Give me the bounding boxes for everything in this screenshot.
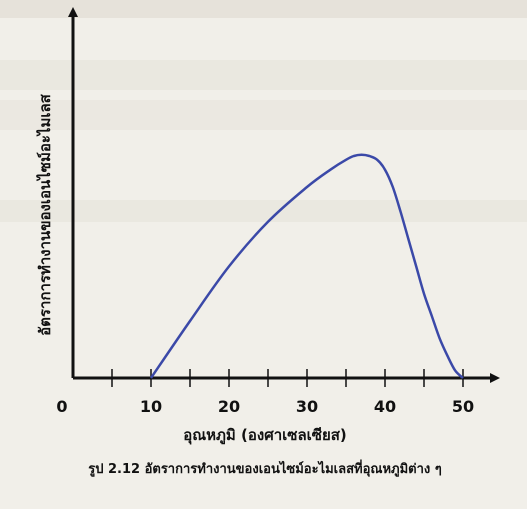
data-point — [438, 337, 440, 339]
x-tick-label: 30 — [296, 397, 318, 416]
data-point — [384, 169, 386, 171]
data-point — [376, 159, 378, 161]
x-tick-label: 20 — [218, 397, 240, 416]
data-point — [431, 315, 433, 317]
data-point — [454, 369, 456, 371]
data-point — [329, 169, 331, 171]
figure-caption: รูป 2.12 อัตราการทำงานของเอนไซม์อะไมเลสท… — [88, 459, 442, 477]
x-tick-label: 10 — [140, 397, 162, 416]
data-point — [189, 320, 191, 322]
data-point — [368, 155, 370, 157]
data-point — [345, 159, 347, 161]
axes — [68, 7, 500, 383]
x-tick-labels: 0 10 20 30 40 50 — [56, 397, 474, 416]
data-point — [267, 221, 269, 223]
data-point — [150, 377, 152, 379]
data-point — [360, 154, 362, 156]
x-tick-label: 50 — [452, 397, 474, 416]
x-axis-label: อุณหภูมิ (องศาเซลเซียส) — [183, 426, 347, 445]
data-point — [407, 238, 409, 240]
data-point — [353, 155, 355, 157]
x-tick-label: 0 — [56, 397, 67, 416]
series-line — [149, 153, 464, 379]
data-point — [228, 265, 230, 267]
data-point — [446, 355, 448, 357]
x-tick-label: 40 — [374, 397, 396, 416]
data-point — [392, 186, 394, 188]
data-point — [462, 377, 464, 379]
series-group — [149, 153, 464, 379]
y-axis-label: อัตราการทำงานของเอนไซม์อะไมเลส — [35, 93, 54, 336]
data-point — [399, 211, 401, 213]
data-point — [423, 293, 425, 295]
data-point — [306, 186, 308, 188]
x-ticks — [111, 369, 464, 387]
data-point — [415, 265, 417, 267]
